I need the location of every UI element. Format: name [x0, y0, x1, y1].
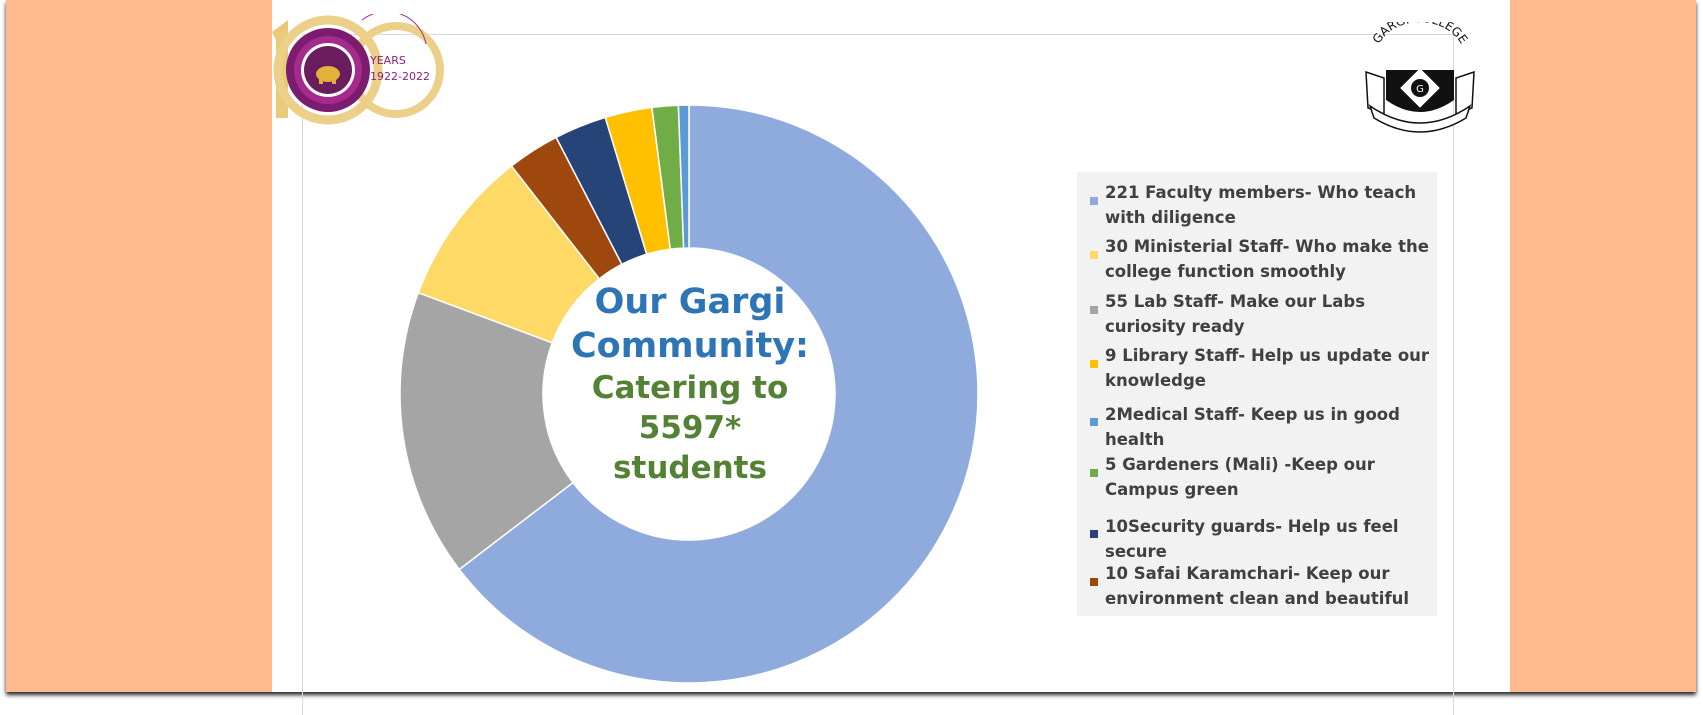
donut-center-label: Our Gargi Community: Catering to 5597* s… [540, 280, 840, 488]
center-line-5: students [613, 450, 767, 486]
legend-label: 221 Faculty members- Who teach with dili… [1105, 183, 1417, 227]
donut-slice-medical-staff [677, 104, 690, 249]
legend-swatch [1090, 469, 1098, 477]
gargi-college-logo: GARGI COLLEGE G [1365, 22, 1475, 133]
chart-legend: 221 Faculty members- Who teach with dili… [1077, 172, 1437, 616]
legend-swatch [1090, 418, 1098, 426]
legend-swatch [1090, 578, 1098, 586]
legend-swatch [1090, 306, 1098, 314]
legend-label: 2Medical Staff- Keep us in good health [1105, 405, 1400, 449]
center-line-2: Community: [570, 326, 810, 366]
legend-swatch [1090, 197, 1098, 205]
legend-swatch [1090, 360, 1098, 368]
legend-label: 9 Library Staff- Help us update our know… [1105, 346, 1430, 390]
logo-years-text: YEARS [369, 54, 406, 67]
svg-text:G: G [1416, 84, 1424, 95]
legend-label: 10 Safai Karamchari- Keep our environmen… [1105, 564, 1410, 608]
center-line-3: Catering to [591, 370, 789, 406]
chart-area-border [302, 34, 1454, 715]
legend-label: 30 Ministerial Staff- Who make the colle… [1105, 237, 1429, 281]
center-line-4: 5597* [638, 410, 742, 446]
legend-label: 10Security guards- Help us feel secure [1105, 517, 1399, 561]
du-centenary-logo: YEARS 1922-2022 [272, 14, 444, 125]
legend-label: 55 Lab Staff- Make our Labs curiosity re… [1105, 292, 1366, 336]
legend-swatch [1090, 251, 1098, 259]
donut-slice-lab-staff [399, 291, 575, 571]
legend-swatch [1090, 530, 1098, 538]
donut-slice-faculty [458, 104, 979, 684]
center-line-1: Our Gargi [594, 282, 786, 322]
logo-range-text: 1922-2022 [370, 70, 430, 83]
legend-label: 5 Gardeners (Mali) -Keep our Campus gree… [1105, 455, 1375, 499]
